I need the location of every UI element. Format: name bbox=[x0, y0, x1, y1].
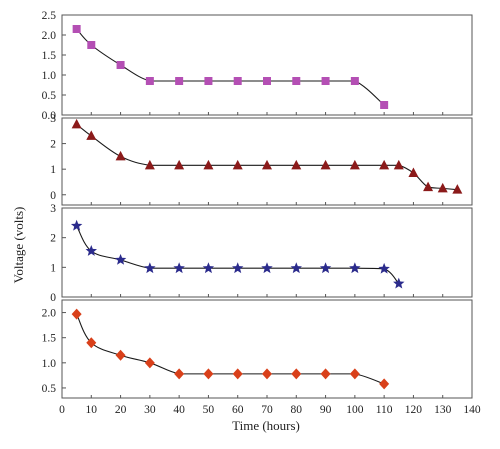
panel-2-data-point bbox=[262, 159, 272, 170]
panel-1-ytick-label: 0.5 bbox=[42, 90, 57, 102]
x-tick-label: 20 bbox=[115, 404, 127, 416]
panel-1-data-point bbox=[175, 77, 184, 85]
panel-4-data-point bbox=[262, 368, 272, 380]
x-tick-label: 110 bbox=[376, 404, 393, 416]
panel-4-ytick-label: 1.0 bbox=[42, 358, 57, 370]
panel-3-ytick-label: 3 bbox=[50, 203, 56, 215]
panel-1-ytick-label: 1.0 bbox=[42, 70, 57, 82]
panel-4-data-point bbox=[115, 349, 126, 361]
x-tick-label: 130 bbox=[434, 404, 452, 416]
panel-4-data-point bbox=[203, 368, 214, 380]
panel-2-data-point bbox=[232, 159, 243, 170]
panel-3-data-point bbox=[202, 262, 215, 274]
panel-1-data-point bbox=[233, 77, 242, 85]
panel-1-data-point bbox=[263, 77, 271, 85]
panel-4-frame bbox=[61, 299, 473, 399]
panel-1-data-point bbox=[145, 77, 154, 85]
panel-2-data-point bbox=[203, 159, 214, 170]
panel-1-data-point bbox=[350, 77, 359, 85]
panel-2-data-point bbox=[174, 159, 185, 170]
panel-1-data-point bbox=[116, 61, 125, 69]
x-tick-label: 10 bbox=[86, 404, 98, 416]
panel-2-data-point bbox=[71, 118, 82, 129]
panel-4-data-point bbox=[174, 368, 185, 380]
panel-2-data-point bbox=[115, 150, 126, 161]
panel-2-data-point bbox=[86, 130, 97, 140]
panel-1-data-point bbox=[204, 77, 213, 85]
panel-3-data-point bbox=[85, 245, 97, 256]
panel-3-ytick-label: 2 bbox=[50, 233, 56, 245]
panel-4-data-point bbox=[86, 337, 97, 349]
panel-2-data-point bbox=[291, 159, 302, 170]
x-tick-label: 90 bbox=[320, 404, 332, 416]
panel-2-data-point bbox=[437, 182, 448, 193]
panel-1-ytick-label: 1.5 bbox=[42, 50, 57, 62]
panel-2-data-point bbox=[320, 159, 331, 170]
panel-1-ytick-label: 2.5 bbox=[42, 10, 57, 22]
panel-1-data-point bbox=[380, 101, 389, 109]
panel-3-series-line bbox=[76, 225, 400, 285]
panel-1-data-point bbox=[72, 25, 81, 33]
panel-3-data-point bbox=[114, 253, 127, 265]
panel-2-ytick-label: 1 bbox=[50, 164, 56, 176]
x-tick-label: 140 bbox=[463, 404, 481, 416]
panel-3-data-point bbox=[393, 277, 405, 289]
x-tick-label: 70 bbox=[261, 404, 273, 416]
panel-3-data-point bbox=[319, 262, 332, 274]
panel-4-ytick-label: 2.0 bbox=[42, 308, 57, 320]
panel-2-data-point bbox=[452, 184, 463, 194]
panel-3-data-point bbox=[349, 262, 361, 274]
panel-4-data-point bbox=[291, 368, 302, 380]
x-tick-label: 100 bbox=[346, 404, 364, 416]
panel-4-ytick-label: 1.5 bbox=[42, 333, 57, 345]
x-tick-label: 60 bbox=[232, 404, 244, 416]
panel-1-ytick-label: 0.0 bbox=[42, 110, 57, 122]
x-tick-label: 30 bbox=[144, 404, 156, 416]
panel-2-data-point bbox=[379, 159, 390, 170]
panel-3-data-point bbox=[173, 262, 185, 274]
y-axis-label: Voltage (volts) bbox=[11, 207, 26, 284]
panel-3-ytick-label: 1 bbox=[50, 262, 56, 274]
panel-3-ytick-label: 0 bbox=[50, 292, 56, 304]
panel-3-data-point bbox=[378, 262, 390, 274]
panel-4-data-point bbox=[379, 378, 390, 390]
panel-3-data-point bbox=[144, 262, 156, 274]
panel-2-ytick-label: 2 bbox=[50, 139, 56, 151]
panel-1-data-point bbox=[292, 77, 301, 85]
x-tick-label: 40 bbox=[173, 404, 185, 416]
panel-4-data-point bbox=[232, 368, 243, 380]
panel-4-data-point bbox=[144, 357, 155, 369]
x-axis-label: Time (hours) bbox=[232, 418, 300, 433]
panel-1-data-point bbox=[87, 41, 96, 49]
panel-1-ytick-label: 2.0 bbox=[42, 30, 57, 42]
x-tick-label: 0 bbox=[59, 404, 65, 416]
panel-2-data-point bbox=[408, 167, 419, 178]
panel-3-data-point bbox=[70, 219, 83, 231]
panel-2-ytick-label: 3 bbox=[50, 113, 56, 125]
panel-2-data-point bbox=[349, 159, 360, 170]
panel-4-data-point bbox=[71, 308, 82, 320]
panel-2-data-point bbox=[423, 181, 434, 192]
panel-1-data-point bbox=[321, 77, 330, 85]
panel-4-data-point bbox=[320, 368, 331, 380]
panel-2-ytick-label: 0 bbox=[50, 190, 56, 202]
panel-3-frame bbox=[61, 207, 473, 298]
panel-2-data-point bbox=[144, 159, 155, 170]
panel-4-ytick-label: 0.5 bbox=[42, 383, 57, 395]
panel-2-series-line bbox=[76, 123, 458, 191]
panel-4-data-point bbox=[349, 368, 360, 380]
panel-3-data-point bbox=[290, 262, 302, 274]
x-tick-label: 50 bbox=[203, 404, 215, 416]
panel-3-data-point bbox=[232, 262, 244, 274]
x-tick-label: 80 bbox=[291, 404, 303, 416]
panel-3-data-point bbox=[261, 262, 273, 274]
x-tick-label: 120 bbox=[405, 404, 423, 416]
panel-4-series-line bbox=[76, 313, 385, 385]
panel-2-data-point bbox=[393, 159, 404, 170]
